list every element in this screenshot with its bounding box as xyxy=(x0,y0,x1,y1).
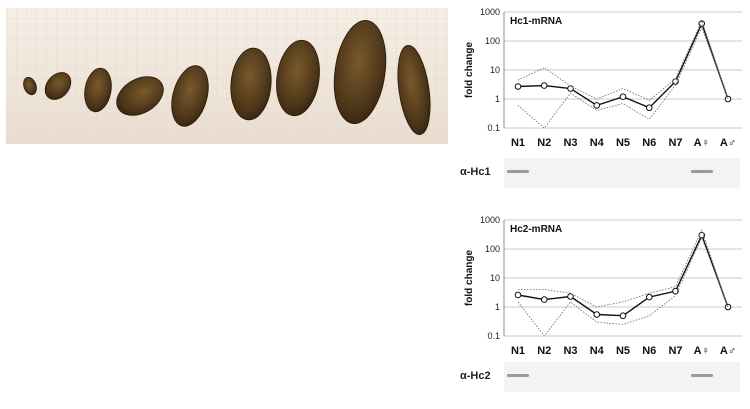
x-tick-label: A♀ xyxy=(694,137,710,149)
cockroach-icons xyxy=(23,19,431,136)
hc1-panel: 1000 100 10 1 0.1 Hc1-mRNA fold change N1 N2 N3 N4… xyxy=(460,4,750,188)
y-axis-label: fold change xyxy=(464,250,475,307)
series-line-mean xyxy=(517,233,729,317)
data-point xyxy=(672,287,679,295)
data-point xyxy=(619,312,627,320)
x-tick-label: N5 xyxy=(616,137,630,149)
x-tick-label: N6 xyxy=(642,345,656,357)
x-tick-label: N5 xyxy=(616,345,630,357)
y-tick-label: 1000 xyxy=(480,215,500,225)
y-tick-label: 1000 xyxy=(480,7,500,17)
data-point xyxy=(540,296,548,303)
data-point xyxy=(619,93,627,101)
x-tick-label: N4 xyxy=(590,137,605,149)
x-tick-label: N3 xyxy=(563,345,577,357)
data-point xyxy=(645,104,653,112)
hc1-blot-label: α-Hc1 xyxy=(460,166,491,178)
series-line-range-upper xyxy=(518,229,729,308)
hc2-blot-label: α-Hc2 xyxy=(460,370,491,382)
x-tick-label: N6 xyxy=(642,137,656,149)
cockroach-stages-photo xyxy=(6,8,448,144)
data-point xyxy=(724,303,732,311)
hc2-panel: 1000 100 10 1 0.1 Hc2-mRNA fold change N1 N2 N3 N4… xyxy=(460,212,750,392)
y-axis-label: fold change xyxy=(464,42,475,99)
x-tick-label: N1 xyxy=(511,137,525,149)
x-tick-label: N3 xyxy=(563,137,577,149)
blot-band xyxy=(690,374,713,377)
data-point xyxy=(645,293,653,301)
y-tick-label: 1 xyxy=(495,94,500,104)
blot-band xyxy=(507,170,529,173)
series-line-range-lower xyxy=(517,236,729,337)
y-tick-label: 0.1 xyxy=(487,123,500,133)
x-tick-label: N1 xyxy=(511,345,525,357)
x-tick-label: N7 xyxy=(668,345,682,357)
y-tick-label: 100 xyxy=(485,36,500,46)
x-tick-label: N2 xyxy=(537,345,551,357)
series-line-range-upper xyxy=(517,19,729,101)
y-tick-label: 0.1 xyxy=(487,331,500,341)
chart-title: Hc1-mRNA xyxy=(510,16,562,27)
x-tick-label: N7 xyxy=(668,137,682,149)
hc1-mrna-chart: 1000 100 10 1 0.1 Hc1-mRNA fold change N1 N2 N3 N4… xyxy=(464,7,742,149)
data-point xyxy=(514,83,522,90)
data-point xyxy=(567,293,574,300)
x-tick-label: N4 xyxy=(590,345,605,357)
data-point xyxy=(593,102,601,109)
data-point xyxy=(540,82,548,89)
hc2-mrna-chart: 1000 100 10 1 0.1 Hc2-mRNA fold change N1 N2 N3 N4… xyxy=(464,215,742,357)
x-tick-label: A♂ xyxy=(720,345,736,357)
data-point xyxy=(514,291,522,299)
x-tick-label: A♂ xyxy=(720,137,736,149)
chart-title: Hc2-mRNA xyxy=(510,224,562,235)
y-tick-label: 1 xyxy=(495,302,500,312)
y-tick-label: 100 xyxy=(485,244,500,254)
blot-band xyxy=(507,374,529,377)
x-tick-label: A♀ xyxy=(694,345,710,357)
y-tick-label: 10 xyxy=(490,65,500,75)
blot-band xyxy=(690,170,713,173)
hc2-western-blot xyxy=(504,362,740,392)
x-tick-label: N2 xyxy=(537,137,551,149)
y-tick-label: 10 xyxy=(490,273,500,283)
data-point xyxy=(593,311,601,318)
data-point xyxy=(672,78,679,85)
series-line-range-lower xyxy=(517,26,729,129)
hc1-western-blot xyxy=(504,158,740,188)
